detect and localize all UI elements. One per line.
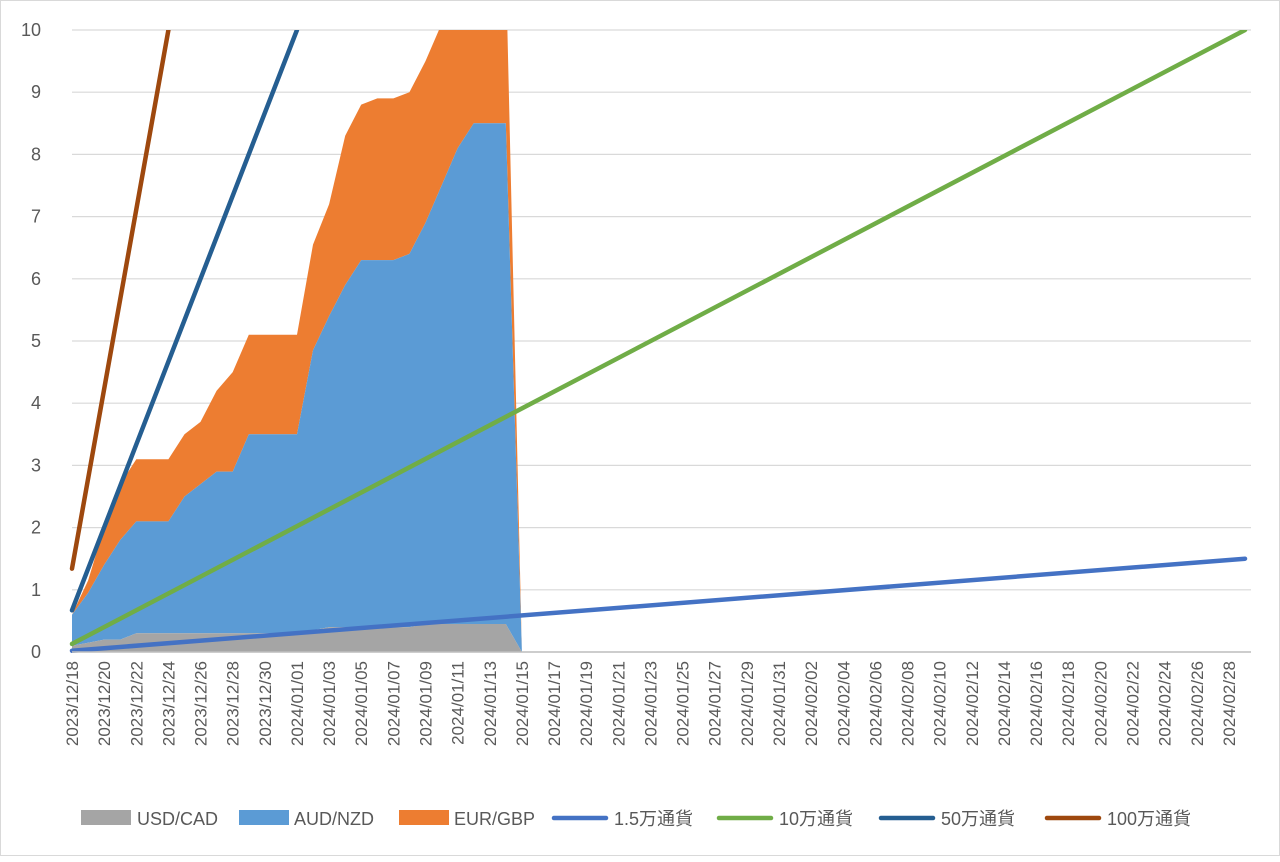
x-tick-label: 2024/02/12: [963, 661, 982, 746]
x-tick-label: 2024/01/17: [545, 661, 564, 746]
line-100man-tsuka: [69, 30, 171, 571]
y-tick-label: 6: [31, 269, 41, 289]
x-tick-label: 2024/01/25: [674, 661, 693, 746]
x-tick-label: 2024/02/16: [1027, 661, 1046, 746]
x-tick-label: 2024/01/21: [609, 661, 628, 746]
x-tick-label: 2024/02/02: [802, 661, 821, 746]
area-aud-nzd: [72, 123, 522, 653]
stacked-area-layer: [72, 30, 522, 653]
y-tick-label: 2: [31, 518, 41, 538]
y-tick-label: 1: [31, 580, 41, 600]
legend-1-5man-label: 1.5万通貨: [614, 809, 693, 829]
x-tick-label: 2024/01/31: [770, 661, 789, 746]
x-tick-label: 2024/01/19: [577, 661, 596, 746]
legend-50man-label: 50万通貨: [941, 809, 1015, 829]
legend-aud-nzd-label: AUD/NZD: [294, 809, 374, 829]
x-tick-label: 2024/01/07: [384, 661, 403, 746]
line-10man-tsuka: [69, 30, 1248, 647]
x-tick-label: 2024/01/09: [417, 661, 436, 746]
x-tick-label: 2024/02/22: [1124, 661, 1143, 746]
y-tick-label: 7: [31, 207, 41, 227]
x-tick-label: 2023/12/26: [192, 661, 211, 746]
line-1-5man-tsuka: [69, 556, 1248, 654]
x-tick-label: 2024/02/10: [931, 661, 950, 746]
x-tick-label: 2024/02/06: [866, 661, 885, 746]
y-tick-label: 5: [31, 331, 41, 351]
legend-eur-gbp-label: EUR/GBP: [454, 809, 535, 829]
y-tick-label: 4: [31, 393, 41, 413]
legend-aud-nzd-swatch: [239, 810, 289, 825]
x-tick-label: 2024/02/18: [1059, 661, 1078, 746]
y-tick-label: 10: [21, 20, 41, 40]
x-tick-label: 2023/12/24: [159, 661, 178, 746]
x-tick-label: 2024/01/03: [320, 661, 339, 746]
line-series-layer: [69, 30, 1248, 654]
x-tick-label: 2024/02/26: [1188, 661, 1207, 746]
x-tick-label: 2023/12/28: [224, 661, 243, 746]
x-tick-label: 2024/02/14: [995, 661, 1014, 746]
x-tick-label: 2023/12/30: [256, 661, 275, 746]
legend-100man-label: 100万通貨: [1107, 809, 1191, 829]
y-tick-label: 0: [31, 642, 41, 662]
legend: USD/CAD AUD/NZD EUR/GBP 1.5万通貨 10万通貨 50万通貨 100…: [81, 809, 1191, 829]
x-tick-label: 2024/01/23: [641, 661, 660, 746]
axes: 0 1 2 3 4 5 6 7 8 9 10 2023/12/18 2023/12/20 2023/12/…: [21, 20, 1251, 746]
x-tick-label: 2024/02/04: [834, 661, 853, 746]
legend-usd-cad-label: USD/CAD: [137, 809, 218, 829]
legend-eur-gbp-swatch: [399, 810, 449, 825]
x-tick-label: 2024/02/20: [1091, 661, 1110, 746]
line-50man-tsuka: [69, 30, 300, 613]
x-tick-label: 2024/02/28: [1220, 661, 1239, 746]
y-tick-label: 9: [31, 82, 41, 102]
x-tick-label: 2023/12/22: [127, 661, 146, 746]
x-tick-label: 2024/01/29: [738, 661, 757, 746]
y-tick-label: 3: [31, 455, 41, 475]
x-tick-label: 2024/01/11: [449, 661, 468, 745]
legend-usd-cad-swatch: [81, 810, 131, 825]
x-tick-label: 2024/01/15: [513, 661, 532, 746]
x-tick-label: 2024/02/08: [899, 661, 918, 746]
x-tick-label: 2024/01/05: [352, 661, 371, 746]
x-tick-label: 2023/12/18: [63, 661, 82, 746]
area-eur-gbp: [72, 30, 522, 652]
legend-10man-label: 10万通貨: [779, 809, 853, 829]
area-usd-cad: [72, 624, 522, 652]
y-tick-label: 8: [31, 144, 41, 164]
x-tick-label: 2024/02/24: [1156, 661, 1175, 746]
x-tick-label: 2024/01/01: [288, 661, 307, 746]
x-tick-label: 2024/01/13: [481, 661, 500, 746]
x-tick-label: 2024/01/27: [706, 661, 725, 746]
x-tick-label: 2023/12/20: [95, 661, 114, 746]
